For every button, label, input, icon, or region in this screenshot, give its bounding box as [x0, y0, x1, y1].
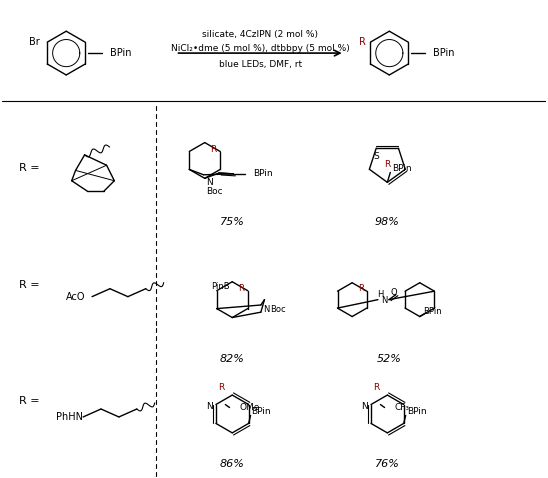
Text: R: R: [384, 160, 390, 169]
Text: blue LEDs, DMF, rt: blue LEDs, DMF, rt: [219, 60, 301, 68]
Text: R: R: [358, 284, 364, 293]
Text: 76%: 76%: [375, 459, 400, 469]
Text: BPin: BPin: [252, 407, 271, 416]
Text: R: R: [373, 382, 379, 391]
Text: S: S: [373, 152, 379, 161]
Text: 75%: 75%: [220, 217, 244, 227]
Text: Boc: Boc: [270, 304, 286, 314]
Text: Br: Br: [28, 37, 39, 47]
Text: N: N: [207, 178, 213, 187]
Text: BPin: BPin: [407, 407, 426, 416]
Text: 52%: 52%: [377, 354, 402, 364]
Text: PhHN: PhHN: [56, 412, 83, 422]
Text: silicate, 4CzIPN (2 mol %): silicate, 4CzIPN (2 mol %): [202, 30, 318, 39]
Text: 98%: 98%: [375, 217, 400, 227]
Text: R: R: [210, 145, 216, 154]
Text: N: N: [361, 402, 368, 411]
Text: N: N: [263, 304, 269, 314]
Text: R =: R =: [20, 163, 40, 174]
Text: AcO: AcO: [66, 292, 85, 302]
Text: CF₃: CF₃: [395, 403, 410, 412]
Text: H: H: [377, 290, 383, 299]
Text: NiCl₂•dme (5 mol %), dtbbpy (5 mol %): NiCl₂•dme (5 mol %), dtbbpy (5 mol %): [171, 43, 350, 53]
Text: N: N: [381, 296, 387, 305]
Text: 82%: 82%: [220, 354, 244, 364]
Text: Boc: Boc: [207, 187, 223, 196]
Text: PinB: PinB: [210, 282, 229, 291]
Text: N: N: [206, 402, 213, 411]
Text: R: R: [218, 382, 224, 391]
Text: R: R: [238, 284, 244, 293]
Text: 86%: 86%: [220, 459, 244, 469]
Text: OMe: OMe: [239, 403, 260, 412]
Text: R =: R =: [20, 280, 40, 290]
Text: BPin: BPin: [392, 164, 412, 173]
Text: R: R: [358, 37, 366, 47]
Text: BPin: BPin: [423, 307, 441, 316]
Text: BPin: BPin: [253, 169, 273, 178]
Text: BPin: BPin: [110, 48, 132, 58]
Text: R =: R =: [20, 396, 40, 406]
Text: BPin: BPin: [433, 48, 455, 58]
Text: O: O: [391, 288, 397, 297]
